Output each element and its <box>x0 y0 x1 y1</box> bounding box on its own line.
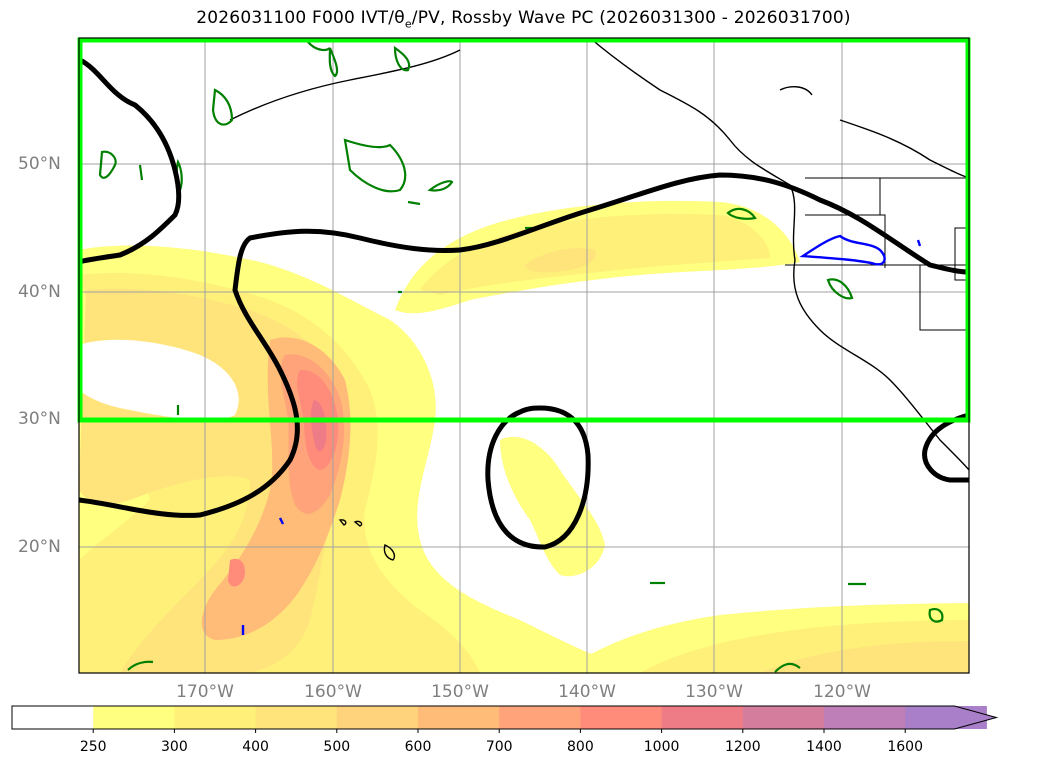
colorbar-segment <box>824 706 906 729</box>
coastlines <box>229 38 969 561</box>
colorbar-tick-label: 300 <box>161 739 188 755</box>
pv-blue-contours <box>241 234 922 635</box>
colorbar-tick-label: 250 <box>79 739 107 755</box>
colorbar-tick-label: 800 <box>567 739 594 755</box>
ivt-fill-layer <box>79 200 969 673</box>
colorbar-tick-label: 1600 <box>887 739 924 755</box>
rossby-wave-contours <box>79 57 969 550</box>
colorbar-segment <box>499 706 581 729</box>
ivt-region-central <box>500 436 605 577</box>
colorbar <box>11 705 999 733</box>
colorbar-tick-label: 1000 <box>643 739 680 755</box>
highlight-box <box>77 37 971 423</box>
lon-label-140w: 140°W <box>558 682 616 702</box>
colorbar-segment <box>255 706 338 729</box>
ivt-region-south-blob <box>228 558 246 587</box>
colorbar-tick-label: 600 <box>404 739 432 755</box>
plot-frame <box>78 37 970 674</box>
colorbar-outline <box>11 705 999 730</box>
lon-label-150w: 150°W <box>431 682 489 702</box>
colorbar-tick-label: 1200 <box>724 739 761 755</box>
lat-label-50: 50°N <box>18 154 61 174</box>
colorbar-segment <box>661 706 744 729</box>
colorbar-tick-label: 1400 <box>806 739 842 755</box>
colorbar-segment <box>336 706 419 729</box>
colorbar-segment <box>418 706 500 729</box>
colorbar-tick-label: 400 <box>242 739 269 755</box>
colorbar-segment <box>580 706 663 729</box>
lat-label-20: 20°N <box>18 537 61 557</box>
lon-label-130w: 130°W <box>685 682 743 702</box>
lat-label-40: 40°N <box>18 282 61 302</box>
ivt-clear-west <box>79 339 239 420</box>
colorbar-tick-label: 700 <box>485 739 513 755</box>
lon-label-120w: 120°W <box>813 682 871 702</box>
lon-label-160w: 160°W <box>304 682 362 702</box>
colorbar-segment <box>93 706 175 729</box>
colorbar-segment <box>742 706 825 729</box>
ivt-region-core-4 <box>310 400 327 452</box>
lon-label-170w: 170°W <box>176 682 234 702</box>
state-borders <box>785 177 969 331</box>
colorbar-segment-below <box>12 706 94 729</box>
lat-label-30: 30°N <box>18 409 61 429</box>
ivt-region-north-3 <box>525 248 596 273</box>
colorbar-tick-label: 500 <box>323 739 351 755</box>
colorbar-segment <box>174 706 257 729</box>
map-title: 2026031100 F000 IVT/θe/PV, Rossby Wave P… <box>196 8 851 31</box>
ivt-region-southeast-3 <box>760 641 969 673</box>
